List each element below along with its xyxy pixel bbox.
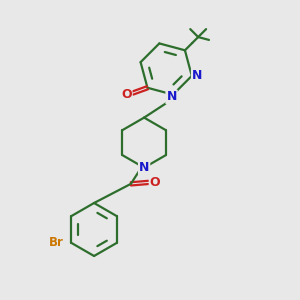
Text: N: N: [139, 161, 149, 174]
Text: Br: Br: [49, 236, 64, 249]
Text: N: N: [167, 91, 177, 103]
Text: O: O: [150, 176, 160, 189]
Text: N: N: [192, 69, 202, 82]
Text: O: O: [121, 88, 132, 101]
